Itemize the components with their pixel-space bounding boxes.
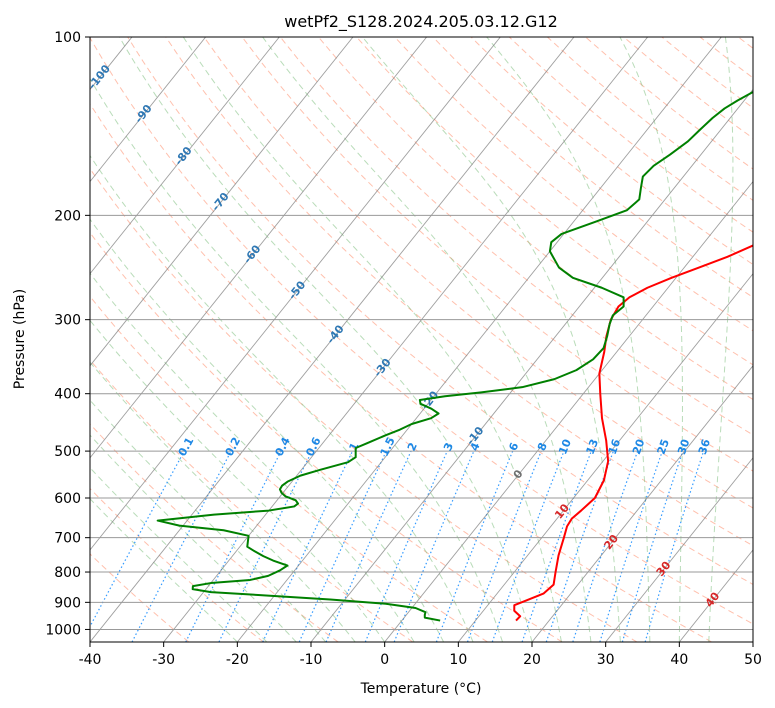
moist-adiabat-line: [90, 319, 386, 642]
moist-adiabat-line: [182, 37, 562, 642]
x-tick-label: 30: [597, 652, 615, 668]
mixing-ratio-label: 25: [655, 437, 672, 456]
x-axis-label: Temperature (°C): [360, 681, 482, 697]
moist-adiabat-line: [90, 218, 445, 642]
dry-adiabat-line: [127, 37, 753, 585]
mixing-ratio-label: 13: [584, 437, 602, 456]
mixing-ratio-line: [185, 450, 282, 642]
y-tick-label: 700: [54, 531, 81, 547]
dry-adiabat-line: [90, 423, 339, 642]
y-tick-label: 600: [54, 491, 81, 507]
x-tick-label: 10: [449, 652, 467, 668]
y-axis-ticks: 100 200 300 400 500 600 700 800 900 1000: [45, 30, 90, 638]
mixing-ratio-line: [466, 450, 542, 642]
moist-adiabat-line: [90, 154, 474, 642]
dewpoint-line: [156, 90, 753, 622]
isotherm-line: [90, 37, 575, 642]
y-tick-label: 1000: [45, 622, 81, 638]
isotherm-lines: [90, 37, 753, 642]
moist-adiabat-line: [90, 467, 268, 642]
isotherm-line: [90, 37, 354, 367]
y-tick-label: 300: [54, 313, 81, 329]
isotherm-line: [90, 37, 280, 275]
dry-adiabat-line: [90, 295, 488, 642]
dry-adiabat-line: [90, 553, 190, 642]
isotherm-line: [531, 365, 753, 642]
mixing-ratio-line: [435, 450, 514, 642]
mixing-ratio-line: [491, 450, 565, 642]
y-tick-label: 900: [54, 595, 81, 611]
mixing-ratio-label: 10: [556, 437, 574, 456]
x-tick-label: 50: [744, 652, 762, 668]
mixing-ratio-line: [521, 450, 592, 642]
dry-adiabat-line: [90, 167, 638, 642]
mixing-ratio-line: [90, 450, 185, 628]
x-tick-label: -20: [226, 652, 249, 668]
isotherm-line: [384, 180, 753, 642]
y-tick-label: 200: [54, 208, 81, 224]
mixing-ratio-label: 36: [696, 437, 713, 456]
y-axis-label: Pressure (hPa): [12, 289, 28, 389]
moist-adiabat-line: [90, 77, 504, 642]
isotherm-line: [310, 88, 753, 642]
x-tick-label: 0: [380, 652, 389, 668]
dry-adiabat-line: [203, 37, 753, 509]
moist-adiabat-line: [90, 434, 297, 642]
moist-adiabat-line: [362, 37, 621, 642]
dry-adiabat-line: [356, 37, 753, 366]
mixing-ratio-line: [325, 450, 412, 642]
isotherm-line: [163, 37, 649, 642]
y-tick-label: 100: [54, 30, 81, 46]
y-tick-label: 400: [54, 387, 81, 403]
dry-adiabats: [90, 37, 753, 642]
mixing-ratio-label: 8: [535, 441, 550, 453]
isotherm-line: [90, 37, 428, 459]
plot-area: -100-90-80-70-60-50-40-30-20-10102030400…: [90, 37, 753, 642]
mixing-ratio-line: [364, 450, 448, 642]
pressure-gridlines: [90, 37, 753, 630]
sounding-series: [156, 90, 753, 622]
dry-adiabat-line: [165, 37, 753, 547]
chart-title: wetPf2_S128.2024.205.03.12.G12: [284, 12, 558, 32]
y-tick-label: 500: [54, 444, 81, 460]
isotherm-line: [457, 272, 753, 642]
x-tick-label: -30: [152, 652, 175, 668]
moist-adiabat-line: [708, 37, 734, 642]
x-tick-label: -40: [79, 652, 102, 668]
dry-adiabat-line: [394, 37, 753, 332]
x-axis-ticks: -40 -30 -20 -10 0 10 20 30 40 50: [79, 642, 762, 668]
mixing-ratio-label: 16: [606, 437, 624, 456]
x-tick-label: 40: [670, 652, 688, 668]
moist-adiabat-line: [90, 361, 356, 642]
mixing-ratio-line: [599, 450, 663, 642]
mixing-ratio-label: 30: [675, 437, 692, 456]
moist-adiabat-line: [90, 498, 238, 642]
mixing-ratio-line: [572, 450, 639, 642]
isotherm-line: [605, 457, 753, 642]
moist-adiabat-line: [118, 37, 533, 642]
x-tick-label: 20: [523, 652, 541, 668]
moist-adiabat-line: [262, 37, 592, 642]
y-tick-label: 800: [54, 565, 81, 581]
moist-adiabat-line: [486, 37, 651, 642]
isotherm-line: [90, 37, 501, 551]
mixing-ratio-label: 20: [630, 437, 648, 456]
moist-adiabat-line: [619, 37, 683, 642]
dry-adiabat-line: [318, 37, 753, 401]
mixing-ratio-line: [621, 450, 684, 642]
isotherm-line: [90, 37, 207, 183]
plot-frame: [89, 36, 754, 643]
x-tick-label: -10: [300, 652, 323, 668]
dry-adiabat-line: [90, 231, 563, 642]
dry-adiabat-line: [90, 102, 712, 642]
isotherm-line: [236, 37, 722, 642]
dry-adiabat-line: [90, 37, 753, 625]
